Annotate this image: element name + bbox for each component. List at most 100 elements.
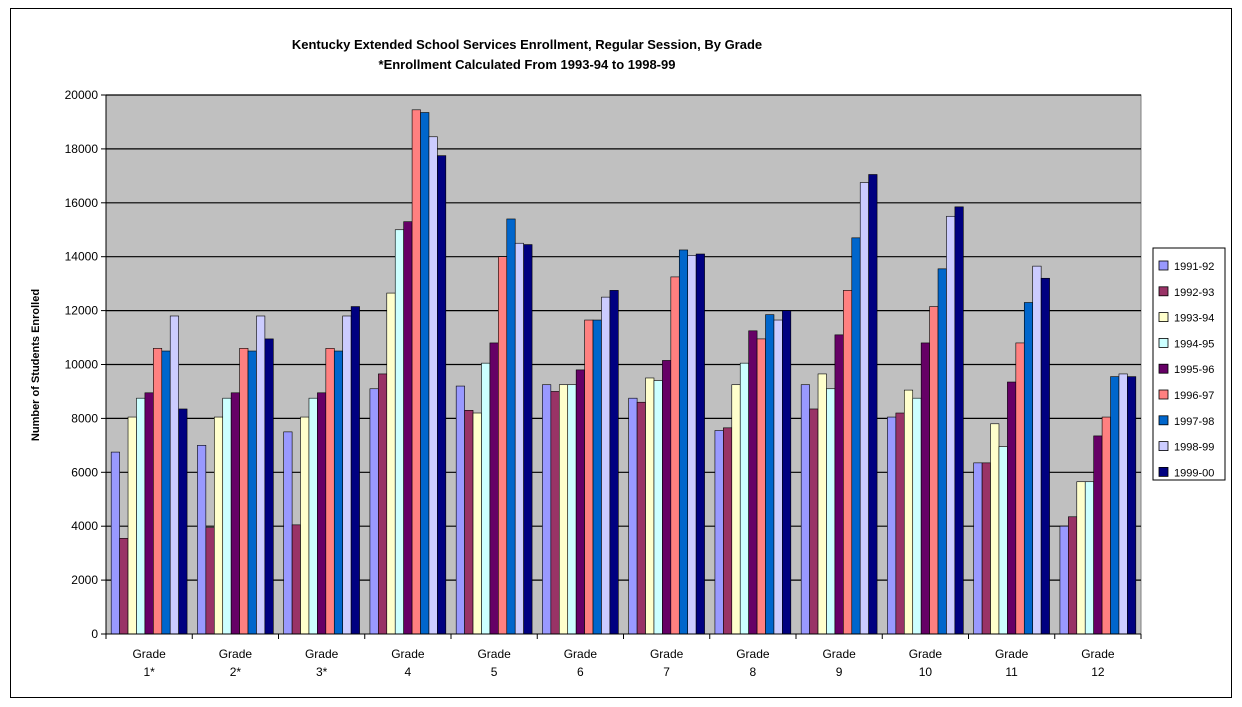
bar	[954, 206, 964, 635]
bar	[1093, 435, 1103, 635]
bar	[239, 348, 249, 635]
y-tick-label: 18000	[65, 142, 99, 156]
x-tick-label: 3*	[316, 665, 328, 679]
bar	[851, 237, 861, 635]
legend-label: 1994-95	[1174, 338, 1214, 350]
bar	[695, 253, 705, 635]
bar	[748, 330, 758, 635]
bar	[264, 338, 274, 635]
bar	[464, 410, 474, 635]
y-tick-label: 16000	[65, 196, 99, 210]
bar	[868, 174, 878, 635]
bar	[973, 462, 983, 635]
bar	[895, 412, 905, 635]
bar	[1127, 376, 1137, 635]
legend-swatch	[1158, 389, 1169, 400]
bar	[119, 538, 129, 635]
bar	[472, 412, 482, 635]
bar	[169, 315, 179, 635]
bar	[333, 350, 344, 635]
bar	[230, 392, 240, 635]
bar	[550, 391, 560, 635]
y-tick-label: 20000	[65, 88, 99, 102]
bar	[1101, 416, 1111, 635]
y-axis-label: Number of Students Enrolled	[30, 289, 42, 441]
x-tick-label: 2*	[230, 665, 242, 679]
bar	[653, 380, 663, 635]
x-tick-label: 7	[663, 665, 670, 679]
bar	[1076, 481, 1086, 635]
bar	[378, 373, 388, 635]
bar	[887, 416, 897, 635]
bar	[609, 290, 619, 635]
x-tick-label: Grade	[736, 647, 770, 661]
bar	[782, 310, 792, 635]
legend: 1991-92 1992-93 1993-94 1994-95 1995-96 1996-…	[1152, 247, 1226, 481]
bar	[205, 527, 215, 635]
x-tick-label: Grade	[219, 647, 253, 661]
legend-label: 1991-92	[1174, 261, 1214, 273]
bar	[946, 215, 956, 635]
bar	[127, 416, 137, 635]
x-tick-label: 9	[836, 665, 843, 679]
bar	[558, 384, 569, 635]
bar	[929, 306, 939, 635]
bar	[687, 255, 697, 635]
bar	[739, 362, 749, 635]
bar	[291, 524, 301, 635]
bar	[678, 249, 689, 635]
x-tick-label: Grade	[909, 647, 943, 661]
legend-swatch	[1158, 415, 1169, 426]
x-tick-label: 5	[491, 665, 498, 679]
bar	[912, 397, 922, 635]
bar	[809, 408, 819, 635]
bar	[800, 384, 810, 635]
bar	[731, 384, 741, 635]
bar	[1110, 376, 1120, 635]
bar	[584, 319, 594, 635]
bar	[506, 218, 516, 635]
bar	[308, 397, 318, 635]
legend-swatch	[1158, 286, 1169, 297]
bar	[247, 350, 257, 635]
y-tick-label: 2000	[71, 573, 98, 587]
legend-swatch	[1158, 260, 1169, 271]
bar	[1118, 373, 1128, 635]
bar	[998, 446, 1008, 635]
legend-swatch	[1158, 312, 1169, 323]
bar	[489, 342, 499, 635]
legend-label: 1995-96	[1174, 364, 1214, 376]
bar	[420, 112, 430, 635]
y-tick-label: 8000	[71, 411, 98, 425]
bar	[300, 416, 310, 635]
legend-label: 1999-00	[1174, 467, 1214, 479]
legend-label: 1992-93	[1174, 287, 1214, 299]
bar	[403, 221, 413, 635]
bar	[662, 360, 672, 635]
x-tick-label: Grade	[132, 647, 166, 661]
y-tick-label: 4000	[71, 519, 98, 533]
bar	[756, 338, 766, 635]
bar	[213, 416, 224, 635]
legend-swatch	[1158, 363, 1169, 374]
x-tick-label: Grade	[477, 647, 511, 661]
bar	[256, 315, 266, 635]
bar	[903, 389, 914, 635]
y-tick-label: 12000	[65, 304, 99, 318]
bar	[411, 109, 421, 635]
bar	[645, 377, 655, 635]
legend-swatch	[1158, 466, 1169, 477]
bar	[325, 348, 335, 635]
bar	[1059, 525, 1069, 635]
bar	[161, 350, 171, 635]
x-tick-label: Grade	[1081, 647, 1115, 661]
bar	[826, 388, 836, 635]
legend-swatch	[1158, 441, 1169, 452]
bar	[765, 314, 775, 635]
x-tick-label: 11	[1005, 665, 1018, 679]
legend-label: 1993-94	[1174, 313, 1214, 325]
bar	[386, 292, 396, 635]
chart-title: Kentucky Extended School Services Enroll…	[292, 37, 762, 52]
bar	[1032, 265, 1042, 635]
bar	[567, 384, 577, 635]
